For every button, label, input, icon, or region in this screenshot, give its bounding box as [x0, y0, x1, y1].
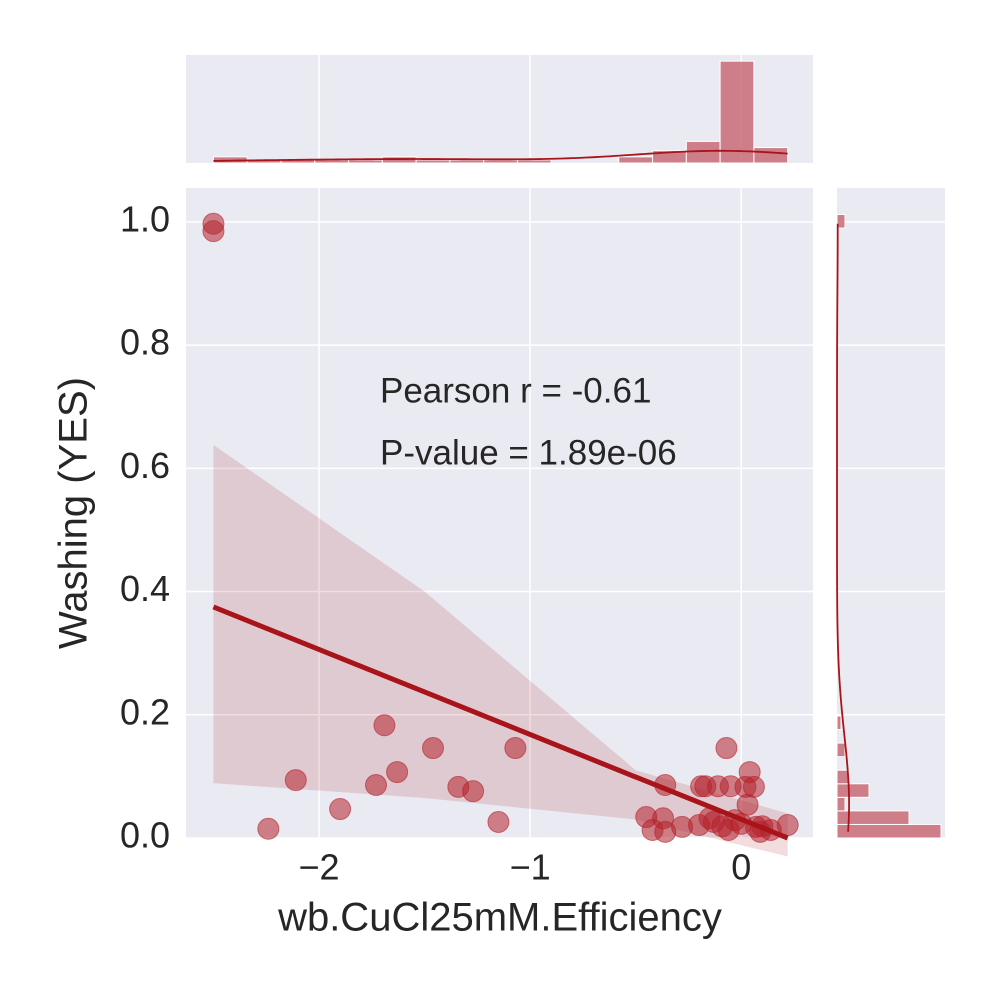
histogram-bar	[618, 156, 654, 164]
scatter-point	[715, 737, 738, 760]
annotation: Pearson r = -0.61	[380, 371, 651, 410]
scatter-point	[257, 817, 280, 840]
right-marginal-area	[837, 188, 945, 838]
x-axis-label: wb.CuCl25mM.Efficiency	[277, 896, 722, 940]
histogram-bar	[836, 742, 846, 758]
annotation: P-value = 1.89e-06	[380, 433, 677, 472]
y-tick-label: 0.8	[120, 322, 170, 363]
scatter-point	[504, 737, 527, 760]
scatter-point	[487, 810, 510, 833]
kde-curve	[213, 149, 788, 162]
histogram-bar	[836, 810, 910, 825]
histogram-bar	[516, 159, 552, 164]
regression-line	[212, 604, 789, 841]
scatter-point	[373, 714, 396, 737]
x-tick-label: −2	[298, 847, 339, 888]
scatter-point	[365, 774, 387, 797]
histogram-bar	[415, 159, 451, 164]
y-tick-label: 0.6	[120, 445, 170, 486]
histogram-bar	[836, 796, 846, 812]
histogram-bar	[836, 715, 842, 731]
y-tick-label: 0.4	[120, 568, 170, 609]
scatter-point	[386, 761, 409, 784]
y-tick-label: 0.0	[120, 815, 170, 856]
histogram-bar	[719, 60, 755, 164]
histogram-bar	[836, 783, 870, 798]
histogram-bar	[836, 213, 846, 229]
confidence-band	[213, 444, 788, 857]
kde-curve	[836, 223, 850, 832]
x-tick-label: 0	[731, 847, 751, 888]
x-tick-label: −1	[510, 847, 551, 888]
histogram-bar	[483, 159, 518, 164]
histogram-bar	[836, 823, 942, 839]
histogram-bar	[753, 147, 789, 164]
scatter-point	[284, 769, 307, 792]
scatter-point	[688, 814, 710, 837]
scatter-point	[202, 220, 225, 243]
histogram-bar	[449, 159, 485, 164]
scatter-point	[462, 780, 485, 803]
histogram-bar	[348, 159, 383, 164]
y-tick-label: 0.2	[120, 691, 170, 732]
y-tick-label: 1.0	[120, 198, 170, 239]
y-axis-label: Washing (YES)	[52, 377, 96, 649]
scatter-point	[329, 798, 352, 821]
scatter-point	[717, 818, 740, 841]
scatter-point	[422, 737, 444, 760]
main-plot-area	[186, 188, 813, 838]
